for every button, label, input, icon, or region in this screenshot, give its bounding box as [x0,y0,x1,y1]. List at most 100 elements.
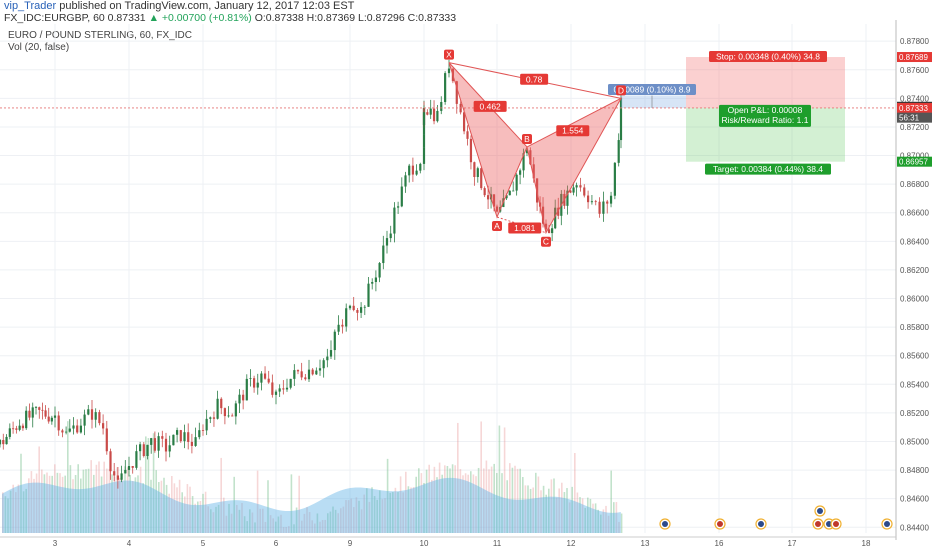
candle-body [5,436,8,445]
x-tick-label: 13 [641,539,650,548]
volume-bar [332,506,334,533]
candle-body [422,112,426,126]
volume-bar [485,460,488,533]
candle-body [529,150,532,165]
y-tick-label: 0.86400 [900,237,929,246]
volume-bar [311,520,313,533]
candle-body [285,387,289,390]
y-tick-label: 0.85400 [900,380,929,389]
candle-body [544,223,548,230]
volume-bar [394,487,397,533]
point-b-label: B [524,134,530,144]
candle-body [495,206,499,212]
volume-bar [342,506,345,533]
candle-body [419,163,422,171]
volume-bar [4,496,7,533]
price-tag-bg [897,112,932,123]
volume-bar [202,493,204,533]
volume-bars [2,421,623,533]
volume-bar [264,521,267,533]
volume-bar [25,488,27,533]
candle-body [296,370,300,372]
candle-body [263,373,267,379]
candlesticks [0,59,623,489]
candle-body [455,81,458,104]
candle-body [429,108,432,115]
x-tick-label: 18 [862,539,871,548]
volume-bar [46,472,48,533]
candle-body [404,175,407,187]
candle-body [150,438,153,445]
volume-bar [433,466,436,533]
volume-bar [553,478,555,533]
volume-bar [168,493,170,533]
change-value: ▲ +0.00700 (+0.81%) [148,12,252,24]
candle-body [72,425,75,429]
volume-bar [59,473,61,533]
pnl-text: Open P&L: 0.00008 [728,105,803,115]
volume-bar [532,487,534,533]
legend-volume[interactable]: Vol (20, false) [8,42,70,53]
volume-bar [402,492,404,533]
candle-body [116,475,119,480]
candle-body [38,407,41,410]
volume-bar [267,480,269,533]
target-label-bg [705,163,831,175]
volume-bar [412,487,415,533]
candle-body [274,391,278,395]
ratio-bg [556,125,590,137]
volume-bar [407,486,410,533]
candle-body [476,168,479,177]
candle-body [422,134,426,148]
candle-body [389,233,392,239]
y-tick-label: 0.85800 [900,323,929,332]
publish-line: vip_Trader published on TradingView.com,… [4,0,354,12]
ratio-label: 0.462 [480,101,502,111]
volume-bar [366,488,368,533]
candle-body [120,473,123,480]
volume-bar [618,521,620,533]
volume-bar [165,484,168,533]
candle-body [315,370,318,375]
volume-bar [238,509,241,533]
volume-bar [379,490,381,533]
candle-body [329,350,333,357]
candle-body [473,162,476,177]
volume-bar [147,438,150,533]
volume-bar [41,469,43,533]
candle-body [282,388,285,390]
volume-bar [113,476,116,533]
candle-body [183,432,186,442]
candle-body [139,444,142,452]
candle-body [436,110,439,122]
candle-body [590,201,594,203]
candle-body [94,412,97,420]
candle-body [135,451,138,468]
candle-body [34,407,38,408]
volume-bar [386,458,389,533]
candle-body [613,162,616,196]
candle-body [378,263,381,278]
volume-bar [610,470,612,533]
volume-bar [587,497,589,533]
volume-bar [249,509,251,533]
y-tick-label: 0.84600 [900,495,929,504]
author-link[interactable]: vip_Trader [4,0,57,12]
volume-bar [449,468,451,533]
volume-bar [373,496,376,533]
volume-bar [184,496,186,533]
volume-bar [90,460,92,533]
point-a-bg [492,221,502,232]
candle-body [397,206,400,208]
price-tag-bg [897,156,932,167]
candle-body [242,394,245,401]
x-tick-label: 12 [567,539,576,548]
candle-body [348,305,352,309]
volume-bar [210,509,212,533]
volume-bar [350,498,352,533]
candle-body [109,451,112,472]
volume-bar [550,479,553,533]
candle-body [352,305,355,311]
volume-bar [139,466,142,533]
